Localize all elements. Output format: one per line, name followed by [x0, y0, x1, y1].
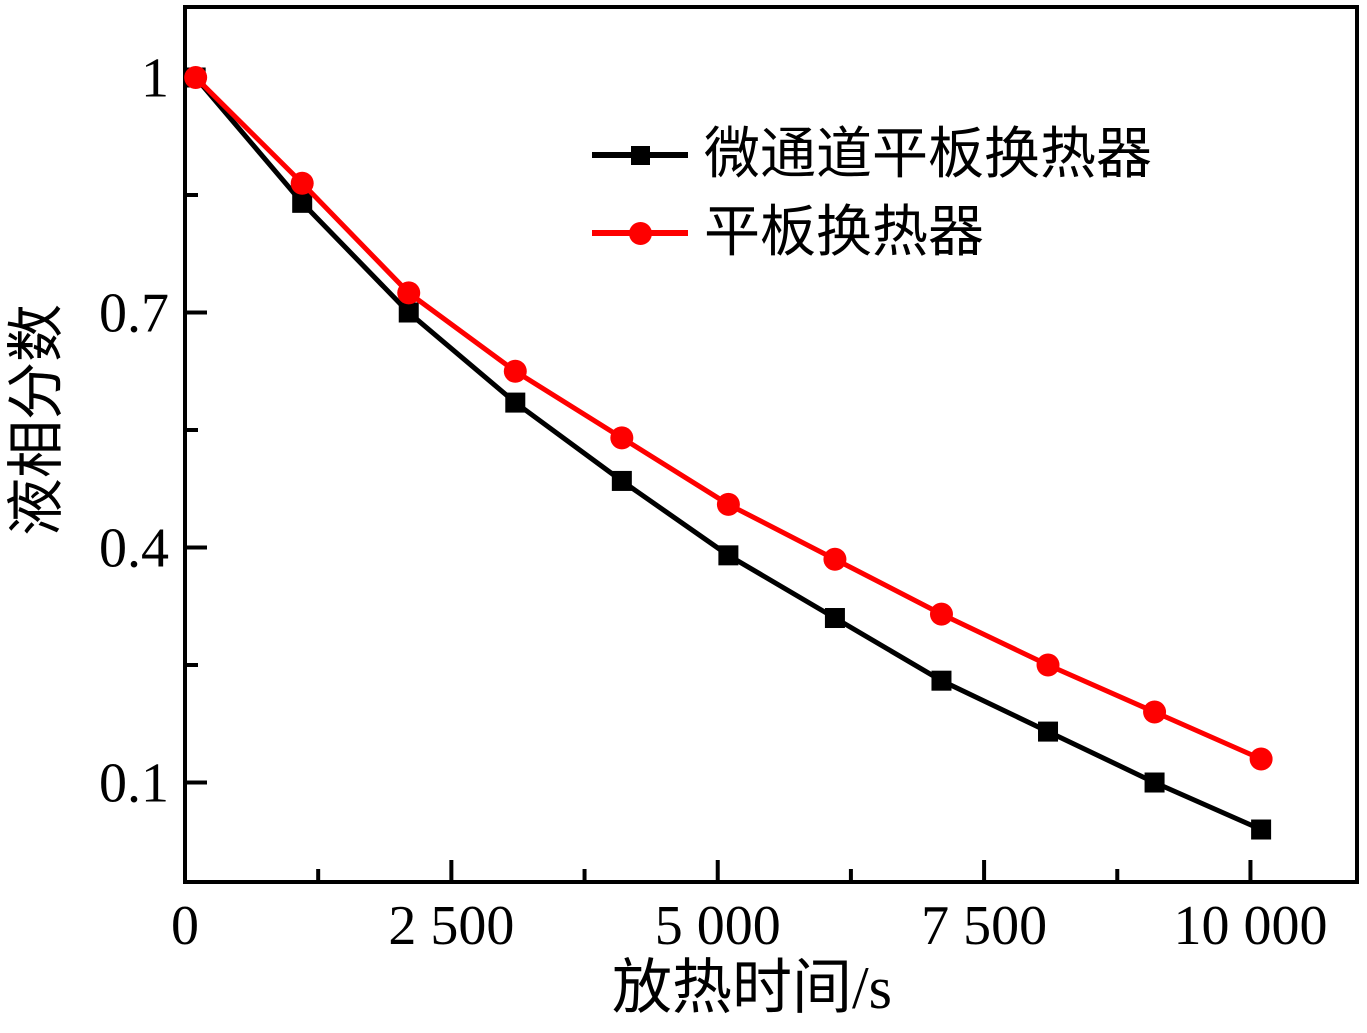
data-point-circle	[503, 359, 527, 383]
y-tick-label: 0.4	[99, 518, 169, 580]
data-point-square	[398, 302, 419, 323]
data-point-square	[1038, 721, 1059, 742]
legend-swatch-black-line	[592, 142, 688, 168]
x-tick-label: 10 000	[1173, 895, 1327, 957]
legend-label: 微通道平板换热器	[704, 124, 1152, 186]
legend-item-microchannel-plate-hx: 微通道平板换热器	[592, 116, 1152, 194]
x-tick-label: 7 500	[921, 895, 1047, 957]
y-tick-label: 0.1	[99, 753, 169, 815]
x-tick-label: 0	[171, 895, 199, 957]
data-point-square	[718, 545, 739, 566]
data-point-circle	[929, 602, 953, 626]
data-point-circle	[397, 281, 421, 305]
data-point-square	[1251, 819, 1272, 840]
data-point-square	[611, 470, 632, 491]
legend: 微通道平板换热器 平板换热器	[592, 116, 1152, 272]
data-point-square	[931, 670, 952, 691]
x-tick-label: 5 000	[655, 895, 781, 957]
data-point-square	[824, 608, 845, 629]
data-point-circle	[1036, 653, 1060, 677]
data-point-square	[1144, 772, 1165, 793]
legend-marker-square-icon	[630, 145, 650, 165]
data-point-circle	[823, 547, 847, 571]
x-axis-title: 放热时间/s	[611, 955, 893, 1021]
legend-label: 平板换热器	[704, 202, 984, 264]
data-point-circle	[716, 492, 740, 516]
legend-item-plate-hx: 平板换热器	[592, 194, 1152, 272]
legend-swatch-red-line	[592, 220, 688, 246]
x-tick-label: 2 500	[388, 895, 514, 957]
data-point-square	[505, 392, 526, 413]
data-point-circle	[184, 66, 208, 90]
plot-area-border	[183, 5, 1359, 884]
data-point-circle	[290, 171, 314, 195]
data-point-circle	[1249, 747, 1273, 771]
y-tick-label: 1	[141, 48, 169, 110]
data-point-circle	[610, 426, 634, 450]
y-tick-label: 0.7	[99, 283, 169, 345]
legend-marker-circle-icon	[628, 221, 652, 245]
data-point-circle	[1143, 700, 1167, 724]
y-axis-title: 液相分数	[4, 303, 69, 537]
data-point-square	[292, 192, 313, 213]
